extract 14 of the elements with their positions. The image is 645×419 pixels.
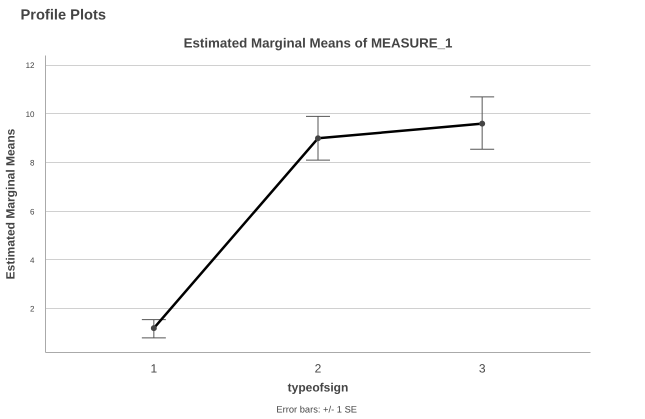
text: Error bars: +/- 1 SE: [276, 404, 358, 414]
y-tick-label: 4: [30, 256, 36, 265]
x-tick-label: 3: [478, 362, 486, 376]
x-tick-label: 1: [150, 362, 158, 376]
chart-title: Profile Plots: [20, 8, 106, 24]
x-axis-title: typeofsign: [288, 380, 348, 394]
y-axis-title: Estimated Marginal Means: [4, 128, 18, 280]
y-tick-label: 10: [26, 110, 36, 119]
y-tick-label: 12: [26, 61, 36, 70]
chart-subtitle: Estimated Marginal Means of MEASURE_1: [184, 36, 454, 50]
y-tick-label: 6: [30, 207, 36, 216]
y-tick-label: 8: [30, 158, 36, 168]
x-tick-label: 2: [314, 362, 322, 376]
y-tick-label: 2: [30, 304, 36, 314]
